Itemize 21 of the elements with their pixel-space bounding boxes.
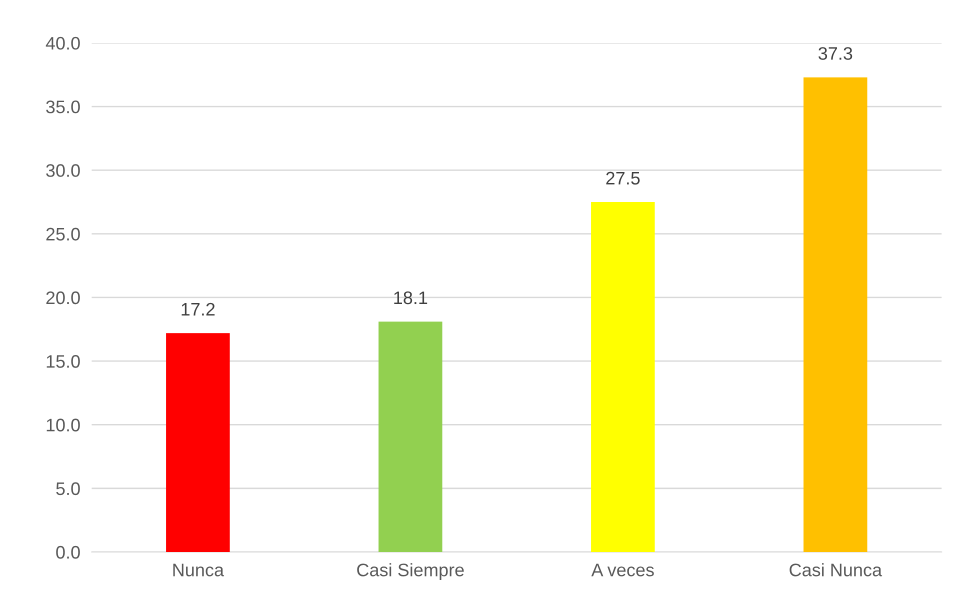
x-tick-label: A veces (591, 564, 654, 576)
y-tick-label: 20.0 (46, 291, 80, 304)
y-tick-label: 0.0 (56, 546, 80, 559)
y-tick-label: 15.0 (46, 355, 80, 368)
x-tick-label: Casi Nunca (790, 563, 882, 576)
x-tick-label: Casi Siempre (357, 563, 464, 580)
y-tick-label: 35.0 (46, 100, 80, 114)
data-label: 17.2 (182, 302, 215, 316)
y-tick-label: 40.0 (46, 36, 80, 50)
x-tick-label: Nunca (173, 564, 224, 576)
bar (591, 202, 655, 552)
y-tick-label: 30.0 (46, 164, 80, 177)
y-tick-label: 5.0 (56, 482, 80, 496)
data-label: 18.1 (394, 291, 428, 304)
bar (378, 322, 442, 552)
data-label: 37.3 (818, 47, 852, 60)
data-label: 27.5 (606, 172, 640, 185)
y-tick-label: 10.0 (46, 418, 80, 432)
y-tick-label: 25.0 (46, 228, 80, 241)
bar (166, 333, 230, 552)
bar (804, 77, 868, 552)
